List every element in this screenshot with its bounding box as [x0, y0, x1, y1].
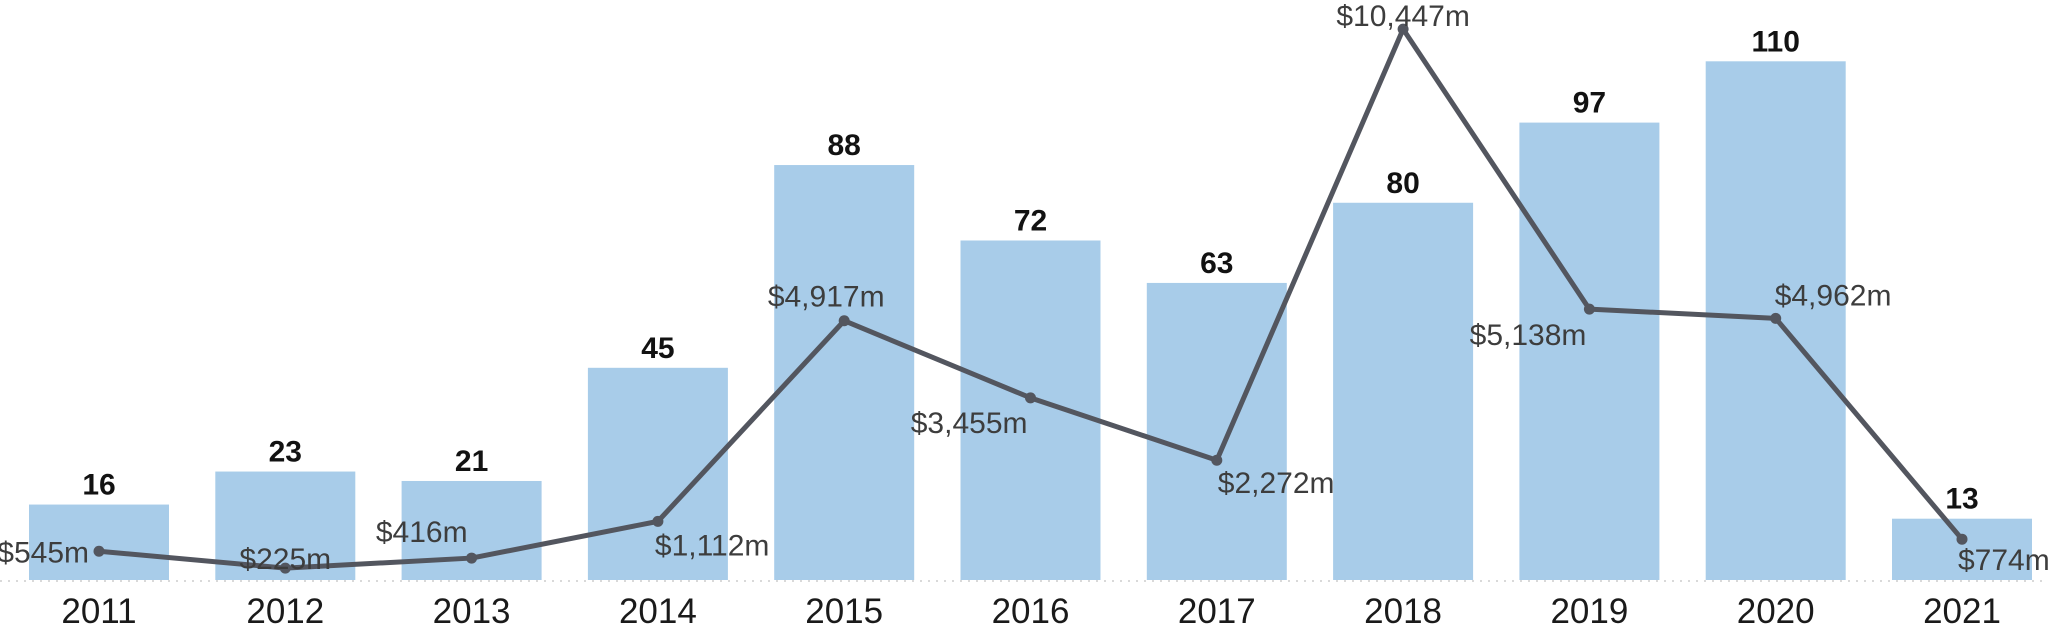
bar-value-label-2011: 16 — [82, 469, 115, 502]
x-tick-label-2019: 2019 — [1550, 592, 1628, 630]
line-value-label-2019: $5,138m — [1470, 319, 1587, 352]
data-point-2012 — [279, 562, 291, 574]
line-value-label-2011: $545m — [0, 536, 89, 569]
bar-value-label-2012: 23 — [269, 436, 302, 469]
x-tick-label-2013: 2013 — [433, 592, 511, 630]
bar-2011 — [29, 504, 169, 580]
data-point-2013 — [466, 552, 478, 564]
x-tick-label-2015: 2015 — [805, 592, 883, 630]
bar-value-label-2017: 63 — [1200, 247, 1233, 280]
bar-2018 — [1333, 202, 1474, 580]
x-tick-label-2012: 2012 — [246, 592, 324, 630]
x-tick-label-2020: 2020 — [1737, 592, 1815, 630]
bar-2017 — [1146, 282, 1287, 580]
x-tick-label-2017: 2017 — [1178, 592, 1256, 630]
bar-value-label-2018: 80 — [1386, 167, 1419, 200]
line-value-label-2018: $10,447m — [1336, 0, 1469, 33]
data-point-2014 — [652, 515, 664, 527]
data-point-2016 — [1025, 392, 1036, 404]
bar-value-label-2013: 21 — [455, 445, 488, 478]
data-point-2015 — [838, 315, 850, 327]
line-value-label-2013: $416m — [376, 516, 468, 549]
line-value-label-2021: $774m — [1958, 544, 2048, 577]
line-value-label-2016: $3,455m — [911, 407, 1028, 440]
data-point-2011 — [93, 545, 105, 557]
x-tick-label-2014: 2014 — [619, 592, 697, 630]
bar-2016 — [960, 240, 1101, 581]
line-value-label-2014: $1,112m — [655, 529, 770, 562]
line-value-label-2015: $4,917m — [768, 281, 885, 314]
data-point-2021 — [1956, 533, 1968, 545]
bar-2019 — [1519, 122, 1660, 580]
x-tick-label-2018: 2018 — [1364, 592, 1442, 630]
bar-value-label-2019: 97 — [1573, 87, 1606, 120]
data-point-2020 — [1770, 312, 1782, 324]
x-tick-label-2021: 2021 — [1923, 592, 2001, 630]
line-value-label-2012: $225m — [239, 543, 331, 576]
data-point-2017 — [1211, 454, 1223, 466]
bar-value-label-2016: 72 — [1014, 204, 1047, 237]
data-point-2018 — [1397, 23, 1409, 35]
data-point-2019 — [1583, 303, 1595, 315]
bar-value-label-2021: 13 — [1945, 483, 1978, 516]
bar-value-label-2020: 110 — [1751, 25, 1799, 58]
bar-value-label-2014: 45 — [641, 332, 674, 365]
bar-value-label-2015: 88 — [828, 129, 861, 162]
bar-2021 — [1892, 518, 2032, 580]
line-value-label-2017: $2,272m — [1218, 467, 1335, 500]
x-tick-label-2016: 2016 — [992, 592, 1070, 630]
line-value-label-2020: $4,962m — [1775, 279, 1892, 312]
x-tick-label-2011: 2011 — [61, 592, 136, 630]
